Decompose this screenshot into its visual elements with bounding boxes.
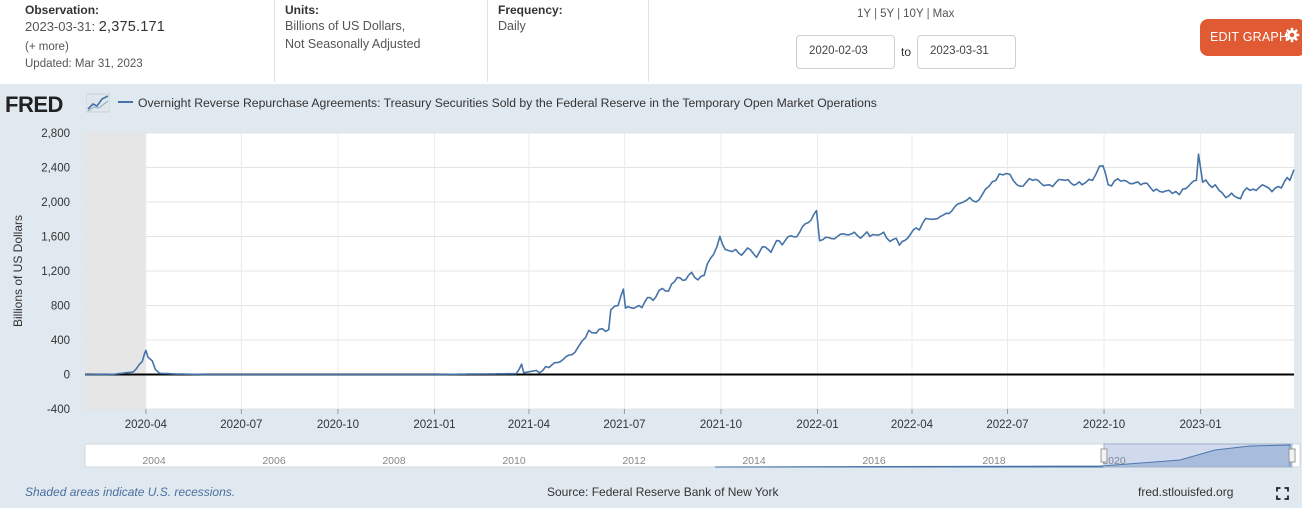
x-tick-label: 2020-10 xyxy=(317,419,359,431)
range-selector: 1Y | 5Y | 10Y | Max xyxy=(857,8,954,20)
navigator-label: 2018 xyxy=(982,455,1006,467)
date-to-label: to xyxy=(901,45,912,59)
y-tick-label: -400 xyxy=(47,404,70,416)
site-link[interactable]: fred.stlouisfed.org xyxy=(1138,485,1234,499)
units-line-1: Billions of US Dollars, xyxy=(285,19,406,33)
navigator-label: 2012 xyxy=(622,455,646,467)
range-5y[interactable]: 5Y xyxy=(880,8,895,20)
x-tick-label: 2020-07 xyxy=(220,419,262,431)
gear-icon xyxy=(1284,27,1300,43)
y-tick-label: 0 xyxy=(64,370,70,382)
navigator-label: 2016 xyxy=(862,455,886,467)
x-tick-label: 2021-01 xyxy=(413,419,455,431)
x-tick-label: 2022-07 xyxy=(986,419,1028,431)
y-tick-label: 1,200 xyxy=(41,266,70,278)
x-tick-label: 2021-10 xyxy=(700,419,742,431)
source-note: Source: Federal Reserve Bank of New York xyxy=(547,485,779,499)
y-tick-label: 2,400 xyxy=(41,163,70,175)
line-chart[interactable]: -400 0 400 800 1,200 1,600 2,000 2,400 2,800 2020… xyxy=(0,84,1302,484)
frequency-section: Frequency: Daily xyxy=(488,0,649,82)
range-10y[interactable]: 10Y xyxy=(903,8,924,20)
x-tick-label: 2021-07 xyxy=(603,419,645,431)
y-tick-label: 2,000 xyxy=(41,197,70,209)
y-tick-label: 1,600 xyxy=(41,232,70,244)
navigator-label: 2004 xyxy=(142,455,166,467)
y-tick-label: 800 xyxy=(51,301,70,313)
navigator-window[interactable] xyxy=(1103,443,1293,468)
edit-graph-button[interactable]: EDIT GRAPH xyxy=(1200,19,1302,56)
y-tick-label: 2,800 xyxy=(41,128,70,140)
navigator-label: 2020 xyxy=(1102,455,1126,467)
y-axis-label: Billions of US Dollars xyxy=(11,215,25,327)
edit-graph-label: EDIT GRAPH xyxy=(1210,30,1289,44)
navigator-label: 2010 xyxy=(502,455,526,467)
y-tick-label: 400 xyxy=(51,335,70,347)
series-header: Observation: 2023-03-31: 2,375.171 (+ mo… xyxy=(0,0,1302,84)
x-tick-label: 2022-01 xyxy=(796,419,838,431)
range-max[interactable]: Max xyxy=(932,8,955,20)
observation-value: 2023-03-31: 2,375.171 xyxy=(25,19,165,35)
x-tick-label: 2021-04 xyxy=(508,419,551,431)
navigator-label: 2014 xyxy=(742,455,766,467)
range-separator: | xyxy=(897,8,901,20)
navigator-handle[interactable] xyxy=(1100,448,1108,463)
units-section: Units: Billions of US Dollars, Not Seaso… xyxy=(275,0,488,82)
updated-date: Updated: Mar 31, 2023 xyxy=(25,58,143,70)
recession-note: Shaded areas indicate U.S. recessions. xyxy=(25,485,236,499)
observation-date: 2023-03-31: xyxy=(25,19,96,34)
observation-number: 2,375.171 xyxy=(98,19,166,35)
more-observations-link[interactable]: (+ more) xyxy=(25,41,69,53)
fred-logo[interactable]: FRED xyxy=(5,92,63,117)
start-date-input[interactable]: 2020-02-03 xyxy=(796,35,895,69)
observation-section: Observation: 2023-03-31: 2,375.171 (+ mo… xyxy=(0,0,275,82)
units-line-2: Not Seasonally Adjusted xyxy=(285,37,421,51)
frequency-value: Daily xyxy=(498,19,526,33)
range-1y[interactable]: 1Y xyxy=(857,8,872,20)
x-tick-label: 2020-04 xyxy=(125,419,168,431)
x-tick-label: 2022-10 xyxy=(1083,419,1125,431)
range-separator: | xyxy=(926,8,930,20)
units-label: Units: xyxy=(285,3,319,17)
range-separator: | xyxy=(874,8,878,20)
navigator-label: 2006 xyxy=(262,455,286,467)
frequency-label: Frequency: xyxy=(498,3,563,17)
fred-trend-icon xyxy=(86,93,110,113)
observation-label: Observation: xyxy=(25,3,100,17)
end-date-input[interactable]: 2023-03-31 xyxy=(917,35,1016,69)
x-tick-label: 2023-01 xyxy=(1179,419,1221,431)
x-tick-label: 2022-04 xyxy=(891,419,934,431)
series-line[interactable] xyxy=(85,153,1295,376)
navigator-label: 2008 xyxy=(382,455,406,467)
chart-legend: Overnight Reverse Repurchase Agreements:… xyxy=(118,96,877,110)
chart-title: Overnight Reverse Repurchase Agreements:… xyxy=(138,96,877,110)
navigator-handle[interactable] xyxy=(1288,448,1296,463)
legend-swatch xyxy=(118,101,133,104)
fullscreen-icon[interactable] xyxy=(1276,487,1289,500)
navigator-background xyxy=(84,443,1301,468)
